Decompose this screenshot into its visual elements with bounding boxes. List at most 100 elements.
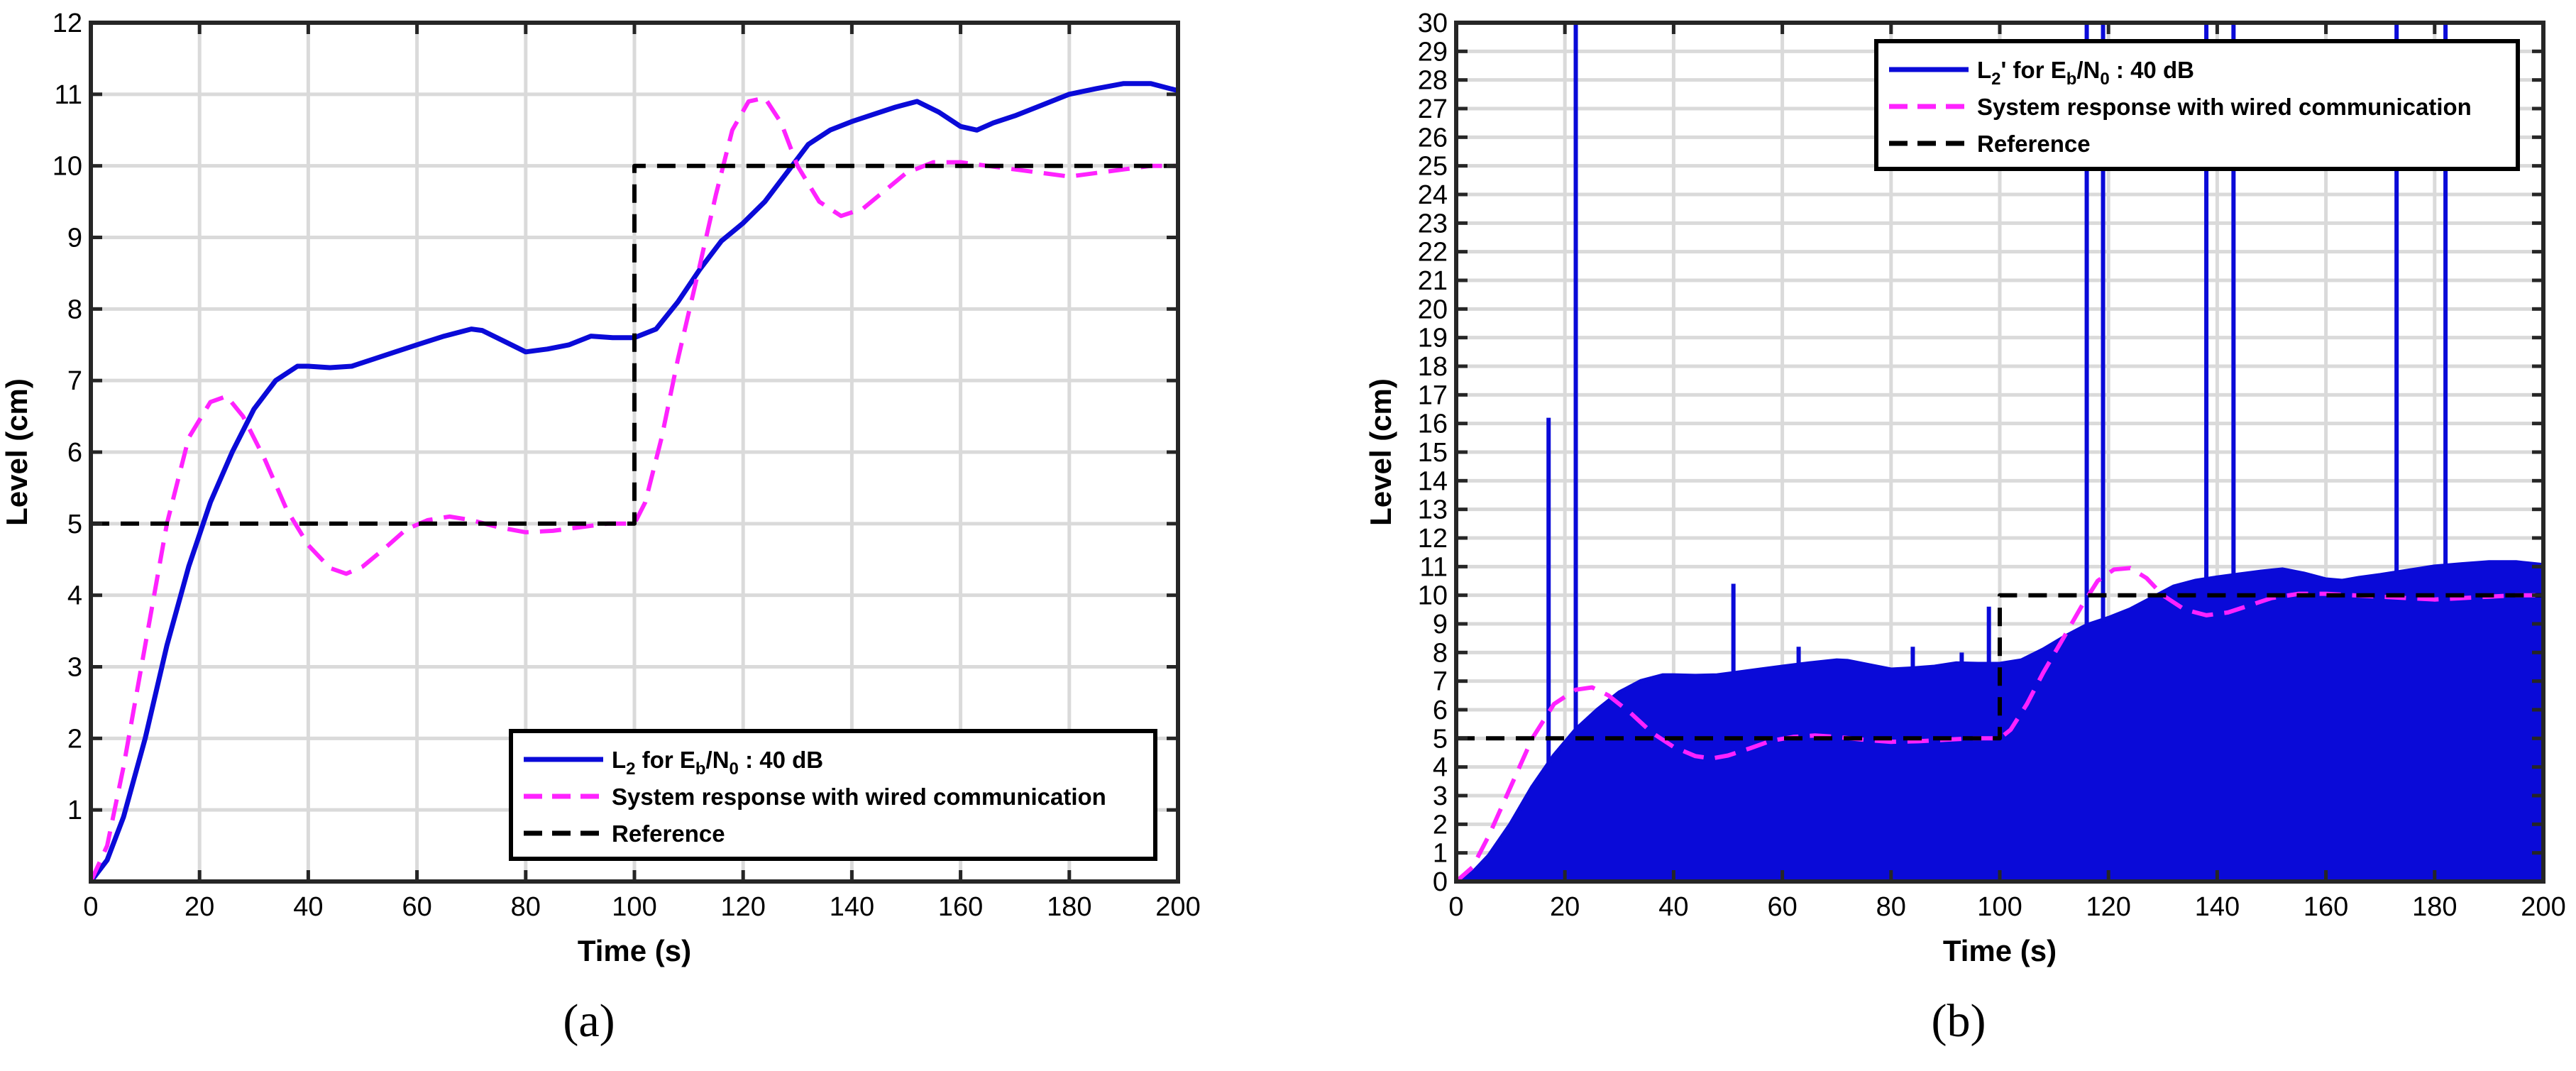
series-line-wired [1456,566,2543,881]
x-tick-label: 120 [720,892,765,922]
legend-entry-reference: Reference [612,820,725,847]
y-tick-label: 10 [53,152,82,182]
legend-text-part: 2 [626,759,635,779]
x-tick-label: 0 [1448,892,1463,922]
y-tick-label: 8 [67,295,82,324]
y-tick-label: 12 [1418,524,1448,554]
y-tick-label: 4 [67,581,82,611]
x-tick-label: 180 [2412,892,2457,922]
x-tick-label: 160 [2303,892,2348,922]
x-tick-label: 200 [2521,892,2565,922]
legend-text-part: Reference [612,820,725,847]
x-tick-label: 40 [293,892,323,922]
y-tick-label: 24 [1418,180,1448,210]
y-tick-label: 28 [1418,66,1448,96]
legend-text-part: System response with wired communication [1977,94,2472,120]
legend-text-part: : 40 dB [739,747,823,773]
y-tick-label: 6 [1433,696,1448,725]
legend-text-part: b [695,759,706,779]
x-tick-label: 60 [402,892,431,922]
x-tick-label: 200 [1155,892,1200,922]
y-tick-label: 13 [1418,495,1448,525]
series-line-wired [91,95,1178,881]
y-tick-label: 4 [1433,753,1448,783]
legend-box [509,729,1157,861]
y-tick-label: 14 [1418,466,1448,496]
series-line-reference [1456,593,2543,741]
y-tick-label: 21 [1418,266,1448,296]
y-tick-label: 0 [1433,867,1448,897]
y-tick-label: 29 [1418,37,1448,67]
y-tick-label: 7 [1433,667,1448,697]
chart-panel-2: 0 20 40 60 80 100 120 140 160 180 2000123456789101… [1364,9,2566,1047]
x-tick-label: 20 [185,892,214,922]
legend-entry-wired: System response with wired communication [612,784,1106,810]
y-tick-label: 6 [67,438,82,468]
legend-entry-l2: L2 for Eb/N0 : 40 dB [612,747,823,779]
chart-panel-1: 0 20 40 60 80 100 120 140 160 180 2001234567891011… [0,9,1201,1047]
y-tick-label: 10 [1418,581,1448,611]
x-tick-label: 60 [1767,892,1797,922]
x-tick-label: 160 [938,892,983,922]
y-tick-label: 3 [67,653,82,683]
y-tick-label: 20 [1418,295,1448,324]
x-tick-label: 100 [612,892,656,922]
y-tick-label: 5 [1433,724,1448,754]
y-tick-label: 2 [1433,810,1448,840]
y-tick-label: 8 [1433,638,1448,668]
y-axis-label: Level (cm) [1364,378,1397,526]
x-axis-label: Time (s) [578,934,691,967]
x-tick-label: 20 [1550,892,1580,922]
y-tick-label: 9 [1433,610,1448,639]
y-tick-label: 11 [1420,552,1448,582]
y-tick-label: 3 [1433,781,1448,811]
y-tick-label: 9 [67,224,82,253]
y-tick-label: 18 [1418,352,1448,382]
y-axis-label: Level (cm) [0,378,33,526]
y-tick-label: 23 [1418,209,1448,238]
x-tick-label: 0 [83,892,98,922]
legend-text-part: L [1977,57,1991,83]
legend-entry-wired: System response with wired communication [1977,94,2472,120]
y-tick-label: 17 [1418,380,1448,410]
legend: L2 for Eb/N0 : 40 dB System response with… [509,729,1157,861]
y-tick-label: 25 [1418,152,1448,182]
y-tick-label: 19 [1418,324,1448,353]
legend-text-part: L [612,747,626,773]
panel-label: (a) [563,995,615,1047]
series-line-l2 [91,81,1178,881]
x-axis-label: Time (s) [1943,934,2057,967]
legend-text-part: /N [2076,57,2100,83]
legend-text-part: System response with wired communication [612,784,1106,810]
x-tick-label: 80 [1876,892,1906,922]
series-group [1456,23,2543,881]
legend: L2' for Eb/N0 : 40 dB System response wit… [1874,39,2520,171]
series-line-l2 [1456,560,2543,881]
y-tick-label: 1 [1433,839,1448,869]
y-tick-label: 15 [1418,438,1448,468]
x-tick-label: 80 [511,892,541,922]
series-group [91,81,1178,881]
legend-text-part: : 40 dB [2110,57,2194,83]
y-tick-label: 12 [53,9,82,38]
legend-text-part: Reference [1977,131,2091,157]
x-tick-label: 140 [2195,892,2240,922]
legend-text-part: 0 [2100,70,2109,89]
y-tick-label: 7 [67,366,82,396]
y-tick-label: 2 [67,724,82,754]
legend-text-part: /N [706,747,730,773]
y-tick-label: 26 [1418,123,1448,153]
x-tick-label: 100 [1977,892,2022,922]
legend-text-part: for E [636,747,695,773]
x-tick-label: 120 [2086,892,2130,922]
series-line-reference [91,163,1178,526]
y-tick-label: 16 [1418,410,1448,439]
y-tick-label: 1 [67,796,82,825]
legend-text-part: 2 [1991,70,2000,89]
legend-entry-l2: L2' for Eb/N0 : 40 dB [1977,57,2194,89]
legend-text-part: b [2066,70,2077,89]
x-tick-label: 40 [1658,892,1688,922]
y-tick-label: 22 [1418,238,1448,268]
legend-entry-reference: Reference [1977,131,2091,157]
